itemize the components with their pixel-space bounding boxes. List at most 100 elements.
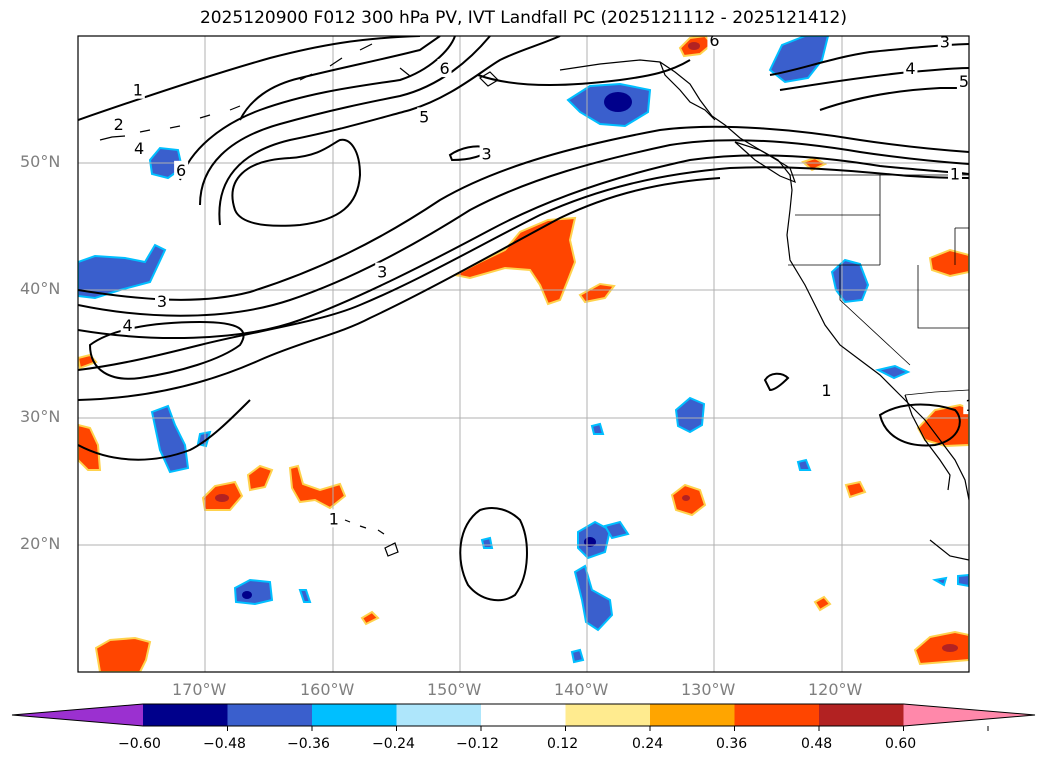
pv-contour-subtropic-1 — [459, 507, 528, 602]
positive-pc-cores — [215, 42, 958, 652]
shade-negative-small8 — [590, 422, 605, 435]
shade-positive-east2 — [844, 480, 867, 499]
pv-contour-southwest-4 — [88, 320, 245, 380]
contour-label-9: 4 — [123, 316, 133, 335]
shade-positive-sw3 — [94, 636, 152, 672]
pv-contour-northeast-5 — [819, 87, 969, 111]
contour-label-bg-11 — [937, 36, 952, 51]
contour-label-12: 4 — [905, 59, 915, 78]
contour-label-bg-12 — [903, 59, 918, 78]
contour-label-bg-6 — [479, 144, 494, 163]
contour-label-bg-3 — [174, 160, 189, 179]
contour-label-bg-13 — [956, 71, 969, 90]
shade-positive-sw2 — [246, 464, 274, 492]
contour-label-bg-16 — [963, 396, 969, 415]
contour-label-bg-7 — [375, 262, 390, 281]
colorbar-segment-4 — [396, 704, 482, 726]
shade-positive-central — [452, 216, 577, 306]
map-title: 2025120900 F012 300 hPa PV, IVT Landfall… — [199, 8, 847, 28]
colorbar-extend-min — [12, 704, 143, 726]
colorbar-label-p036: 0.36 — [716, 736, 748, 752]
lon-label-170w: 170°W — [172, 680, 227, 699]
lon-label-160w: 160°W — [300, 680, 355, 699]
lat-label-40n: 40°N — [20, 279, 61, 298]
colorbar-label-n024: −0.24 — [372, 736, 415, 752]
shade-negative-west — [78, 243, 167, 300]
coastline-alaska-panhandle — [659, 61, 716, 121]
plot-frame — [77, 35, 970, 673]
core-navy-gulf — [604, 92, 632, 112]
shade-negative-nevada — [830, 258, 870, 304]
colorbar-label-n048: −0.48 — [203, 736, 246, 752]
pv-contour-south-1 — [78, 399, 251, 461]
pv-contour-2-northwest — [239, 36, 441, 121]
contour-label-6: 3 — [481, 144, 491, 163]
contour-label-bg-5 — [417, 107, 432, 126]
colorbar-label-p060: 0.60 — [885, 736, 917, 752]
coastline-vancouver-island — [734, 141, 797, 184]
political-borders — [788, 174, 969, 396]
contour-label-0: 1 — [133, 81, 143, 100]
shade-positive-tiny2 — [813, 595, 832, 612]
lon-label-150w: 150°W — [427, 680, 482, 699]
shade-negative-small4 — [875, 364, 911, 380]
core-navy-sw — [242, 591, 252, 599]
shade-negative-small5 — [796, 458, 812, 471]
core-dark-red-se — [942, 644, 958, 652]
contour-label-8: 3 — [157, 292, 167, 311]
contour-label-bg-15 — [819, 380, 834, 399]
colorbar-label-n012: −0.12 — [456, 736, 499, 752]
contour-label-10: 6 — [709, 31, 719, 50]
lon-label-120w: 120°W — [808, 680, 863, 699]
contour-label-bg-17 — [326, 509, 341, 528]
pv-contour-northeast-4 — [779, 67, 969, 91]
shade-negative-small1 — [480, 536, 494, 549]
colorbar-segment-2 — [227, 704, 313, 726]
pv-contour-mexico-1 — [878, 403, 961, 447]
coastline-north-america-west — [559, 59, 969, 501]
core-dark-red-east1 — [682, 495, 690, 501]
lat-label-20n: 20°N — [20, 534, 61, 553]
lat-label-50n: 50°N — [20, 152, 61, 171]
contour-label-17: 1 — [329, 509, 339, 528]
pv-contour-loop-1 — [763, 372, 790, 392]
shade-negative-south2 — [603, 520, 630, 540]
colorbar-label-p048: 0.48 — [801, 736, 833, 752]
lon-label-140w: 140°W — [554, 680, 609, 699]
pv-contour-jet-1 — [78, 125, 969, 301]
colorbar-label-p012: 0.12 — [547, 736, 579, 752]
lat-label-30n: 30°N — [20, 407, 61, 426]
contour-label-bg-2 — [132, 139, 147, 158]
contour-label-bg-9 — [120, 316, 135, 335]
contour-label-bg-8 — [155, 291, 170, 310]
pv-contour-1-northwest — [78, 36, 421, 121]
shade-negative-small7 — [957, 573, 969, 588]
shade-positive-small1 — [578, 282, 616, 304]
pv-contour-5-westcenter — [218, 36, 561, 226]
shade-negative-small6 — [932, 576, 948, 587]
gridlines — [78, 36, 969, 672]
contour-label-bg-1 — [111, 115, 126, 134]
contour-label-3: 6 — [176, 161, 186, 180]
shade-negative-small2 — [298, 589, 312, 603]
shade-positive-socal — [916, 403, 969, 448]
contour-label-13: 5 — [959, 72, 969, 91]
border-ut — [954, 227, 969, 265]
core-dark-red-sw1 — [215, 494, 229, 502]
contour-label-14: 1 — [950, 165, 960, 184]
colorbar-segment-6 — [565, 704, 651, 726]
contour-label-bg-14 — [947, 164, 962, 183]
border-us-mexico — [904, 389, 969, 396]
contour-label-bg-0 — [130, 80, 145, 99]
coastline-baja — [904, 394, 951, 491]
colorbar-segment-9 — [819, 704, 904, 726]
core-dark-red-alaska — [688, 42, 700, 50]
shade-negative-mid-west — [150, 404, 190, 474]
lon-label-130w: 130°W — [681, 680, 736, 699]
colorbar-segment-1 — [143, 704, 228, 726]
contour-label-bg-4 — [437, 59, 452, 78]
shade-positive-hawaii — [288, 464, 347, 510]
shade-positive-east-edge — [928, 248, 969, 278]
